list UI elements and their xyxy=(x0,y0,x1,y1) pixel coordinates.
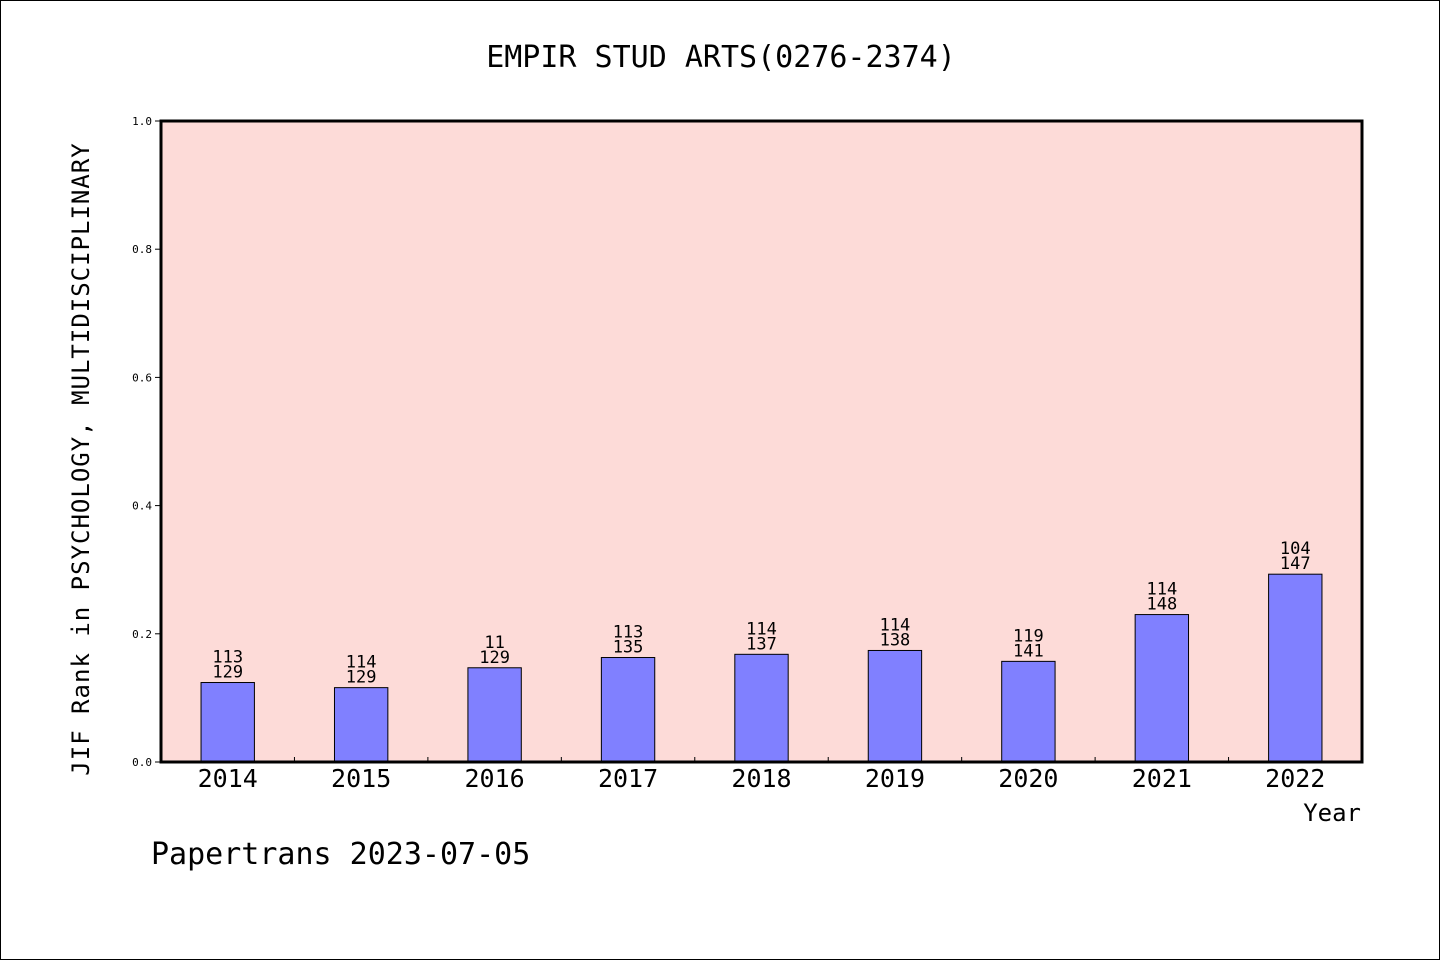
data-label-2016-rank: 11 xyxy=(484,633,504,653)
bar-2020 xyxy=(1001,660,1056,763)
bar-2019 xyxy=(867,649,923,763)
data-label-2019-total: 138 xyxy=(880,630,911,650)
data-label-2018-total: 137 xyxy=(746,634,777,654)
data-label-2020-total: 141 xyxy=(1013,641,1044,661)
bar-2015 xyxy=(333,687,389,763)
bar-2022 xyxy=(1268,573,1323,763)
x-tick-label-2018: 2018 xyxy=(731,764,791,793)
data-label-2019-rank: 114 xyxy=(880,615,911,635)
y-tick-label: 0.4 xyxy=(132,500,152,513)
x-tick-label-2017: 2017 xyxy=(598,764,658,793)
bar-2017 xyxy=(600,657,656,763)
data-label-2015-total: 129 xyxy=(346,668,377,688)
y-tick-label: 0.2 xyxy=(132,628,152,641)
x-tick-label-2021: 2021 xyxy=(1132,764,1192,793)
x-tick-label-2022: 2022 xyxy=(1265,764,1325,793)
x-tick-label-2014: 2014 xyxy=(198,764,258,793)
data-label-2014-rank: 113 xyxy=(212,648,243,668)
y-axis-label: JIF Rank in PSYCHOLOGY, MULTIDISCIPLINAR… xyxy=(67,142,95,775)
chart-title: EMPIR STUD ARTS(0276-2374) xyxy=(486,40,956,75)
footer-text: Papertrans 2023-07-05 xyxy=(151,837,530,872)
y-tick-label: 0.8 xyxy=(132,243,152,256)
y-tick-label: 1.0 xyxy=(132,115,152,128)
data-label-2022-rank: 104 xyxy=(1280,539,1311,559)
data-label-2014-total: 129 xyxy=(212,663,243,683)
y-tick-label: 0.6 xyxy=(132,371,152,384)
data-label-2016-total: 129 xyxy=(479,648,510,668)
data-label-2021-rank: 114 xyxy=(1146,580,1177,600)
data-label-2018-rank: 114 xyxy=(746,619,777,639)
x-axis-label: Year xyxy=(1303,799,1361,827)
data-label-2017-total: 135 xyxy=(613,638,644,658)
data-label-2021-total: 148 xyxy=(1146,595,1177,615)
bar-2021 xyxy=(1134,614,1190,763)
data-label-2020-rank: 119 xyxy=(1013,626,1044,646)
y-tick-label: 0.0 xyxy=(132,756,152,769)
x-tick-label-2015: 2015 xyxy=(331,764,391,793)
bar-2018 xyxy=(734,653,789,763)
plot-border xyxy=(159,119,1364,764)
bar-2014 xyxy=(200,682,255,763)
bar-2016 xyxy=(467,667,522,763)
data-label-2015-rank: 114 xyxy=(346,653,377,673)
data-label-2022-total: 147 xyxy=(1280,554,1311,574)
x-tick-label-2020: 2020 xyxy=(998,764,1058,793)
x-tick-label-2016: 2016 xyxy=(465,764,525,793)
data-label-2017-rank: 113 xyxy=(613,623,644,643)
x-tick-label-2019: 2019 xyxy=(865,764,925,793)
